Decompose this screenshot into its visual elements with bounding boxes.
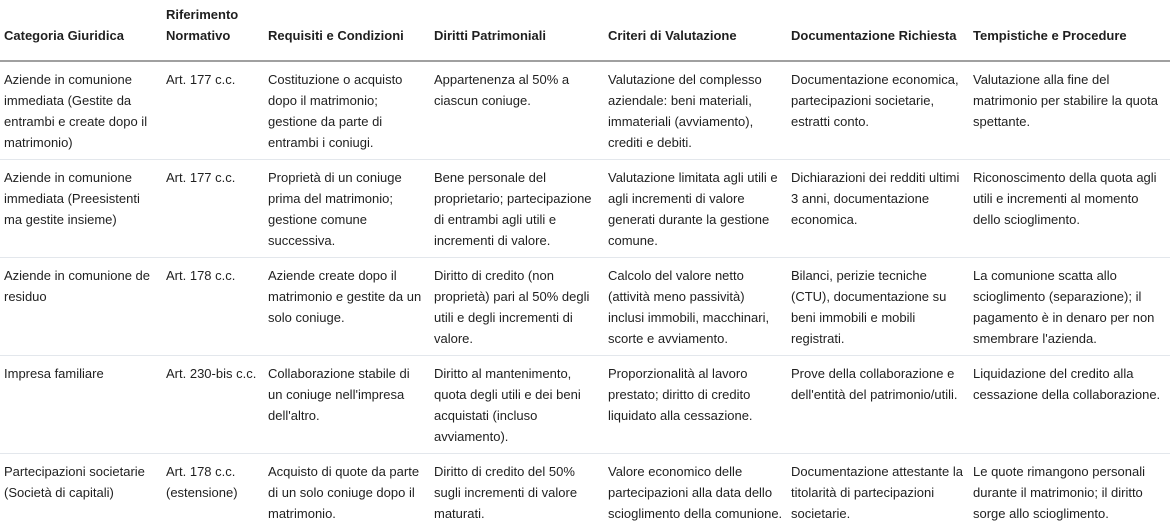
table-cell: Costituzione o acquisto dopo il matrimon… bbox=[264, 61, 430, 160]
table-cell: Valutazione limitata agli utili e agli i… bbox=[604, 160, 787, 258]
header-documentazione: Documentazione Richiesta bbox=[787, 0, 969, 61]
table-cell: Impresa familiare bbox=[0, 356, 162, 454]
table-cell: Bilanci, perizie tecniche (CTU), documen… bbox=[787, 258, 969, 356]
table-cell: Collaborazione stabile di un coniuge nel… bbox=[264, 356, 430, 454]
table-cell: Aziende in comunione immediata (Preesist… bbox=[0, 160, 162, 258]
table-cell: Diritto di credito del 50% sugli increme… bbox=[430, 454, 604, 530]
table-cell: Valutazione alla fine del matrimonio per… bbox=[969, 61, 1170, 160]
table-cell: Dichiarazioni dei redditi ultimi 3 anni,… bbox=[787, 160, 969, 258]
table-cell: Partecipazioni societarie (Società di ca… bbox=[0, 454, 162, 530]
table-cell: Proprietà di un coniuge prima del matrim… bbox=[264, 160, 430, 258]
table-row: Aziende in comunione immediata (Preesist… bbox=[0, 160, 1170, 258]
table-cell: Riconoscimento della quota agli utili e … bbox=[969, 160, 1170, 258]
table-cell: Art. 178 c.c. bbox=[162, 258, 264, 356]
table-row: Partecipazioni societarie (Società di ca… bbox=[0, 454, 1170, 530]
table-cell: Documentazione economica, partecipazioni… bbox=[787, 61, 969, 160]
table-cell: Art. 177 c.c. bbox=[162, 61, 264, 160]
header-riferimento: Riferimento Normativo bbox=[162, 0, 264, 61]
header-criteri: Criteri di Valutazione bbox=[604, 0, 787, 61]
table-cell: Appartenenza al 50% a ciascun coniuge. bbox=[430, 61, 604, 160]
table-cell: Art. 178 c.c. (estensione) bbox=[162, 454, 264, 530]
table-cell: Valore economico delle partecipazioni al… bbox=[604, 454, 787, 530]
table-cell: Prove della collaborazione e dell'entità… bbox=[787, 356, 969, 454]
table-cell: Bene personale del proprietario; parteci… bbox=[430, 160, 604, 258]
table-cell: Acquisto di quote da parte di un solo co… bbox=[264, 454, 430, 530]
table-cell: Art. 230-bis c.c. bbox=[162, 356, 264, 454]
table-cell: Diritto di credito (non proprietà) pari … bbox=[430, 258, 604, 356]
header-diritti: Diritti Patrimoniali bbox=[430, 0, 604, 61]
table-row: Aziende in comunione immediata (Gestite … bbox=[0, 61, 1170, 160]
table-cell: Valutazione del complesso aziendale: ben… bbox=[604, 61, 787, 160]
table-cell: Aziende create dopo il matrimonio e gest… bbox=[264, 258, 430, 356]
table-cell: Aziende in comunione immediata (Gestite … bbox=[0, 61, 162, 160]
table-cell: Liquidazione del credito alla cessazione… bbox=[969, 356, 1170, 454]
header-requisiti: Requisiti e Condizioni bbox=[264, 0, 430, 61]
table-cell: Le quote rimangono personali durante il … bbox=[969, 454, 1170, 530]
header-categoria: Categoria Giuridica bbox=[0, 0, 162, 61]
table-cell: Art. 177 c.c. bbox=[162, 160, 264, 258]
table-cell: Documentazione attestante la titolarità … bbox=[787, 454, 969, 530]
table-cell: Diritto al mantenimento, quota degli uti… bbox=[430, 356, 604, 454]
table-cell: Aziende in comunione de residuo bbox=[0, 258, 162, 356]
table-cell: La comunione scatta allo scioglimento (s… bbox=[969, 258, 1170, 356]
header-tempistiche: Tempistiche e Procedure bbox=[969, 0, 1170, 61]
table-cell: Proporzionalità al lavoro prestato; diri… bbox=[604, 356, 787, 454]
table-cell: Calcolo del valore netto (attività meno … bbox=[604, 258, 787, 356]
header-row: Categoria Giuridica Riferimento Normativ… bbox=[0, 0, 1170, 61]
